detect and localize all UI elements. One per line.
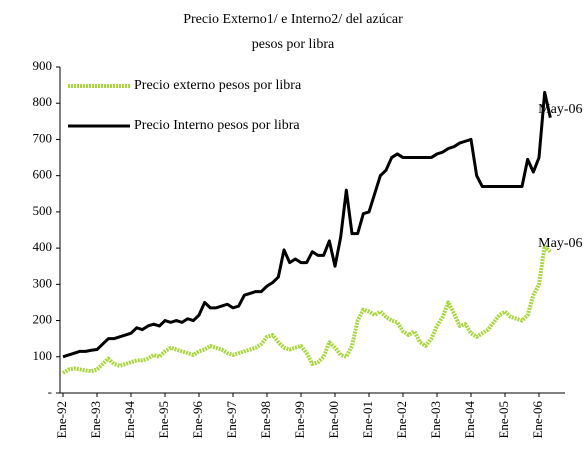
- x-tick-label: Ene-02: [394, 401, 409, 439]
- x-tick-label: Ene-95: [156, 401, 171, 439]
- legend-label: Precio externo pesos por libra: [134, 78, 302, 93]
- y-tick-label: 200: [33, 312, 53, 327]
- legend-label: Precio Interno pesos por libra: [134, 118, 300, 133]
- x-tick-label: Ene-06: [530, 401, 545, 439]
- x-tick-label: Ene-04: [462, 401, 477, 439]
- end-label: May-06: [538, 236, 582, 251]
- y-tick-label: 900: [33, 58, 53, 73]
- y-tick-label: 500: [33, 203, 53, 218]
- chart-subtitle: pesos por libra: [252, 37, 335, 52]
- y-tick-label: -: [48, 384, 52, 399]
- x-tick-label: Ene-00: [326, 401, 341, 439]
- x-tick-label: Ene-97: [224, 401, 239, 439]
- x-tick-label: Ene-05: [496, 401, 511, 439]
- y-tick-label: 600: [33, 167, 53, 182]
- y-tick-label: 400: [33, 239, 53, 254]
- chart-title: Precio Externo1/ e Interno2/ del azúcar: [183, 12, 403, 27]
- x-tick-label: Ene-92: [54, 401, 69, 439]
- x-tick-label: Ene-98: [258, 401, 273, 439]
- x-tick-label: Ene-93: [88, 401, 103, 439]
- series-line: [62, 90, 552, 359]
- y-tick-label: 100: [33, 348, 53, 363]
- end-label: May-06: [538, 102, 582, 117]
- x-tick-label: Ene-96: [190, 401, 205, 439]
- x-tick-label: Ene-94: [122, 401, 137, 439]
- series-line: [61, 244, 552, 375]
- x-tick-label: Ene-03: [428, 401, 443, 439]
- y-tick-label: 800: [33, 94, 53, 109]
- x-tick-label: Ene-01: [360, 401, 375, 439]
- x-tick-label: Ene-99: [292, 401, 307, 439]
- y-tick-label: 700: [33, 130, 53, 145]
- y-tick-label: 300: [33, 275, 53, 290]
